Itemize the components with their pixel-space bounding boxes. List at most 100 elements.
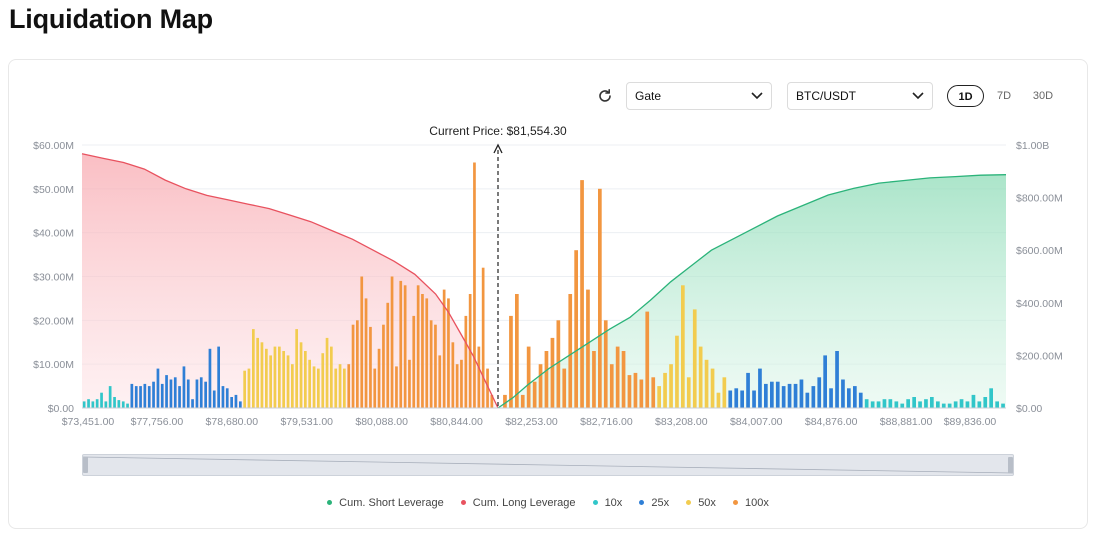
liquidation-bar [199, 377, 203, 408]
legend-label: 10x [604, 496, 623, 509]
legend-item-10x[interactable]: 10x [592, 496, 623, 509]
liquidation-bar [568, 294, 573, 408]
slider-left-handle[interactable] [83, 457, 88, 473]
liquidation-bar [360, 276, 364, 408]
liquidation-bar [853, 386, 857, 408]
liquidation-bar [160, 383, 164, 408]
refresh-icon[interactable] [597, 88, 613, 104]
liquidation-bar [208, 348, 212, 408]
exchange-select-value: Gate [635, 89, 662, 103]
legend-item-25x[interactable]: 25x [639, 497, 669, 509]
liquidation-bar [941, 403, 946, 408]
x-axis-tick: $83,208.00 [655, 416, 708, 428]
legend-item-cum-long[interactable]: Cum. Long Leverage [460, 497, 576, 509]
liquidation-bar [847, 388, 851, 408]
liquidation-bar [87, 399, 90, 408]
liquidation-bar [152, 381, 155, 408]
x-axis-tick: $80,844.00 [430, 416, 483, 428]
right-axis-tick: $800.00M [1016, 193, 1063, 205]
liquidation-bar [390, 276, 394, 408]
x-axis-tick: $88,881.00 [880, 416, 933, 428]
liquidation-bar [490, 394, 494, 408]
liquidation-bar [817, 377, 822, 408]
liquidation-bar [663, 372, 667, 408]
liquidation-bar [212, 390, 216, 408]
timeframe-30d-button[interactable]: 30D [1032, 90, 1054, 102]
liquidation-bar [221, 386, 225, 408]
liquidation-bar [728, 390, 733, 408]
liquidation-bar [134, 386, 138, 408]
liquidation-bar [799, 379, 804, 408]
liquidation-bar [669, 364, 673, 408]
liquidation-bar [580, 180, 584, 408]
liquidation-bar [182, 366, 186, 408]
left-axis-tick: $40.00M [33, 228, 74, 240]
zoom-slider[interactable] [82, 454, 1014, 476]
liquidation-bar [710, 368, 715, 408]
liquidation-bar [304, 351, 307, 408]
liquidation-bar [139, 386, 142, 408]
liquidation-bar [864, 399, 869, 408]
exchange-select[interactable]: Gate [626, 82, 772, 110]
liquidation-bar [173, 377, 177, 408]
liquidation-bar [91, 401, 95, 408]
liquidation-bar [191, 399, 194, 408]
pair-select-value: BTC/USDT [796, 89, 856, 103]
liquidation-bar [382, 324, 385, 408]
liquidation-bar [787, 383, 792, 408]
liquidation-bar [82, 401, 86, 408]
liquidation-bar [526, 346, 531, 408]
current-price-label: Current Price: $81,554.30 [429, 124, 567, 138]
liquidation-bar [416, 285, 420, 408]
liquidation-bar [746, 372, 750, 408]
liquidation-bar [770, 381, 774, 408]
liquidation-bar [686, 377, 691, 408]
liquidation-bar [312, 366, 316, 408]
legend-item-100x[interactable]: 100x [733, 497, 769, 509]
legend-label: 25x [651, 496, 670, 509]
x-axis-tick: $82,253.00 [505, 416, 558, 428]
liquidation-bar [429, 320, 433, 408]
liquidation-bar [995, 401, 999, 408]
liquidation-bar [408, 359, 411, 408]
left-axis-tick: $50.00M [33, 184, 74, 196]
timeframe-7d-button[interactable]: 7D [996, 90, 1012, 102]
liquidation-bar [592, 351, 596, 408]
left-axis-tick: $20.00M [33, 315, 74, 327]
x-axis-tick: $78,680.00 [206, 416, 259, 428]
x-axis-tick: $80,088.00 [355, 416, 408, 428]
legend-item-50x[interactable]: 50x [686, 497, 716, 509]
liquidation-bar [823, 355, 827, 408]
liquidation-bar [217, 346, 220, 408]
liquidation-bar [930, 397, 934, 408]
liquidation-bar [178, 386, 181, 408]
slider-preview [83, 456, 1013, 474]
liquidation-bar [924, 399, 928, 408]
liquidation-bar [108, 386, 112, 408]
liquidation-bar [775, 381, 780, 408]
liquidation-bar [156, 368, 160, 408]
liquidation-bar [234, 394, 238, 408]
timeframe-1d-button[interactable]: 1D [947, 85, 984, 107]
liquidation-bar [704, 359, 709, 408]
pair-select[interactable]: BTC/USDT [787, 82, 933, 110]
liquidation-bar [538, 364, 543, 408]
legend-dot [686, 500, 692, 505]
liquidation-bar [130, 383, 134, 408]
liquidation-bar [165, 375, 168, 408]
liquidation-bar [308, 359, 311, 408]
chevron-down-icon [751, 92, 763, 100]
liquidation-bar [377, 348, 381, 408]
liquidation-bar [989, 388, 993, 408]
liquidation-bar [100, 392, 103, 408]
liquidation-bar [291, 364, 294, 408]
liquidation-bar [627, 375, 632, 408]
right-axis-tick: $0.00 [1016, 403, 1042, 415]
slider-right-handle[interactable] [1008, 457, 1013, 473]
liquidation-bar [278, 346, 281, 408]
liquidation-bar [698, 346, 703, 408]
legend-item-cum-short[interactable]: Cum. Short Leverage [327, 497, 444, 509]
liquidation-bar [395, 366, 398, 408]
legend-label: 50x [698, 496, 716, 509]
